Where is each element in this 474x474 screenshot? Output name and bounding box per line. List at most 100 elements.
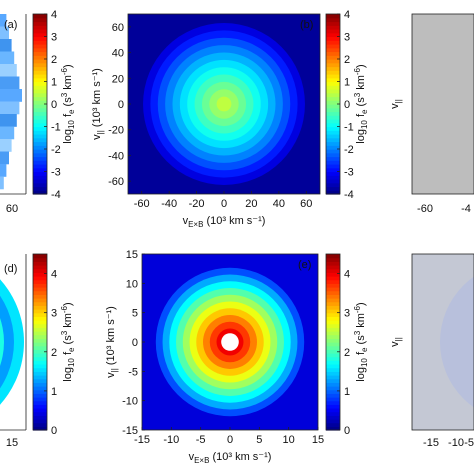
colorbar-step [326,408,340,413]
colorbar-tick-label: 2 [51,54,57,66]
colorbar-step [33,156,47,161]
colorbar-step [33,386,47,391]
colorbar-step [33,29,47,34]
colorbar-step [326,152,340,158]
y-tick-label: -40 [108,150,124,162]
colorbar-step [33,137,47,143]
colorbar-step [326,141,340,146]
colorbar-step [33,400,47,405]
colorbar-step [326,301,340,306]
colorbar-step [33,305,47,310]
colorbar-step [33,404,47,409]
colorbar-step [33,268,47,273]
axes-frame [411,13,474,195]
colorbar-step [326,74,340,79]
colorbar-step [33,17,47,23]
colorbar-tick-label: 1 [51,77,57,89]
colorbar-step [326,287,340,292]
colorbar-label: log10 fe (s3 km-6) [353,64,369,143]
x-tick-label: -15 [134,434,150,446]
colorbar-tick-label: 4 [51,269,57,281]
colorbar-step [326,104,340,109]
colorbar-step [326,17,340,23]
x-tick-label: 40 [273,198,285,210]
colorbar-tick-label: 0 [344,425,350,437]
colorbar-step [326,134,340,139]
colorbar-step [326,283,340,288]
colorbar-step [33,301,47,306]
colorbar-step [33,14,47,19]
colorbar-tick-label: 4 [51,9,57,21]
colorbar-step [33,320,47,325]
colorbar-step [33,130,47,135]
colorbar-step [326,70,340,75]
y-tick-label: -10 [122,396,138,408]
colorbar-step [33,164,47,169]
colorbar-step [33,261,47,266]
colorbar-step [326,81,340,86]
x-tick-label: -5 [464,437,474,449]
colorbar-step [326,66,340,71]
colorbar-step [326,320,340,325]
colorbar-step [33,21,47,26]
y-axis-label: v|| [389,99,403,109]
colorbar-step [326,44,340,49]
colorbar-step [326,119,340,124]
colorbar-step [33,186,47,191]
colorbar-step [33,111,47,116]
colorbar-step [326,29,340,34]
colorbar-step [33,179,47,184]
colorbar-step [326,331,340,336]
colorbar-step [326,290,340,295]
colorbar-tick-label: -1 [51,122,61,134]
colorbar-step [33,104,47,109]
x-tick-label: -10 [163,434,179,446]
colorbar-step [326,279,340,284]
heatmap-band [0,318,4,366]
colorbar-step [326,115,340,120]
x-axis-label: vE×B (10³ km s⁻¹) [189,451,272,465]
colorbar-tick-label: 3 [51,32,57,44]
colorbar-step [33,51,47,56]
colorbar-step [33,96,47,101]
heatmap-cell [0,151,9,165]
colorbar-step [326,149,340,154]
colorbar-step [326,175,340,180]
heatmap-cell [0,114,17,127]
colorbar-step [326,338,340,343]
colorbar-step [326,85,340,90]
colorbar-step [33,119,47,124]
colorbar-step [33,32,47,38]
x-tick-label: -15 [423,437,439,449]
x-tick-label: -4 [461,203,471,215]
x-tick-label: -40 [161,198,177,210]
panel-e-axes: -15 -10 -5 0 5 10 15 15 10 5 0 -5 -10 -15 vE×B (10³ km… [105,249,324,465]
y-axis-label: v|| (10³ km s⁻¹) [91,68,105,140]
colorbar-frame [32,253,48,431]
y-tick-label: -5 [128,366,138,378]
colorbar-step [33,323,47,328]
y-axis-label: v|| [389,337,403,347]
colorbar-step [326,164,340,169]
colorbar-step [33,415,47,420]
colorbar-step [326,276,340,281]
colorbar-step [33,167,47,173]
colorbar-step [326,59,340,64]
colorbar-step [326,382,340,387]
colorbar-step [326,190,340,195]
x-tick-label: 60 [300,198,312,210]
colorbar-step [326,186,340,191]
panel-f: -15 -10 -5 v|| [389,253,474,449]
colorbar-frame [325,253,341,431]
colorbar-step [326,89,340,94]
colorbar-step [326,14,340,19]
colorbar-step [33,397,47,402]
colorbar-b: 4 3 2 1 0 -1 -2 -3 -4 log10 fe (s3 km-6) [325,9,369,201]
colorbar-step [33,426,47,431]
colorbar-step [326,167,340,173]
colorbar-step [33,411,47,416]
colorbar-step [33,145,47,150]
colorbar-step [33,342,47,347]
colorbar-step [326,345,340,350]
heatmap-cell [0,89,22,102]
